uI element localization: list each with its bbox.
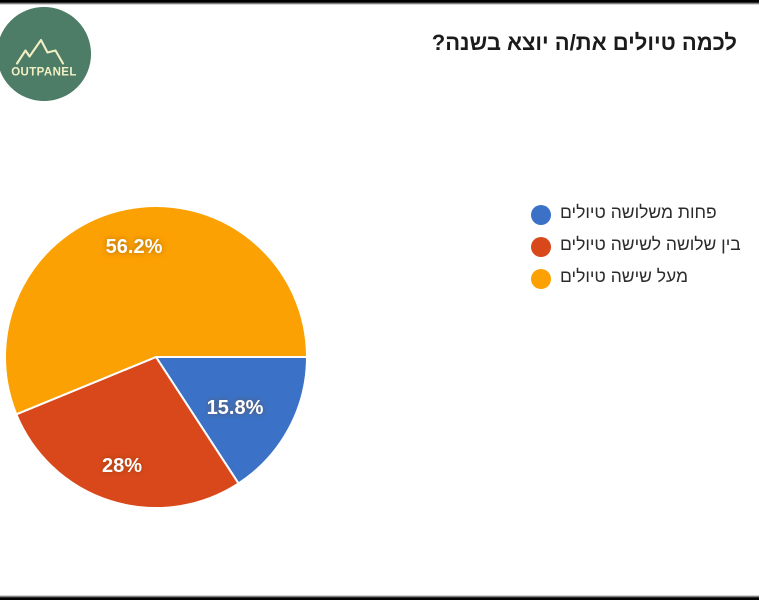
svg-text:28%: 28% bbox=[102, 455, 142, 477]
svg-text:56.2%: 56.2% bbox=[106, 236, 163, 258]
svg-text:15.8%: 15.8% bbox=[207, 397, 264, 419]
